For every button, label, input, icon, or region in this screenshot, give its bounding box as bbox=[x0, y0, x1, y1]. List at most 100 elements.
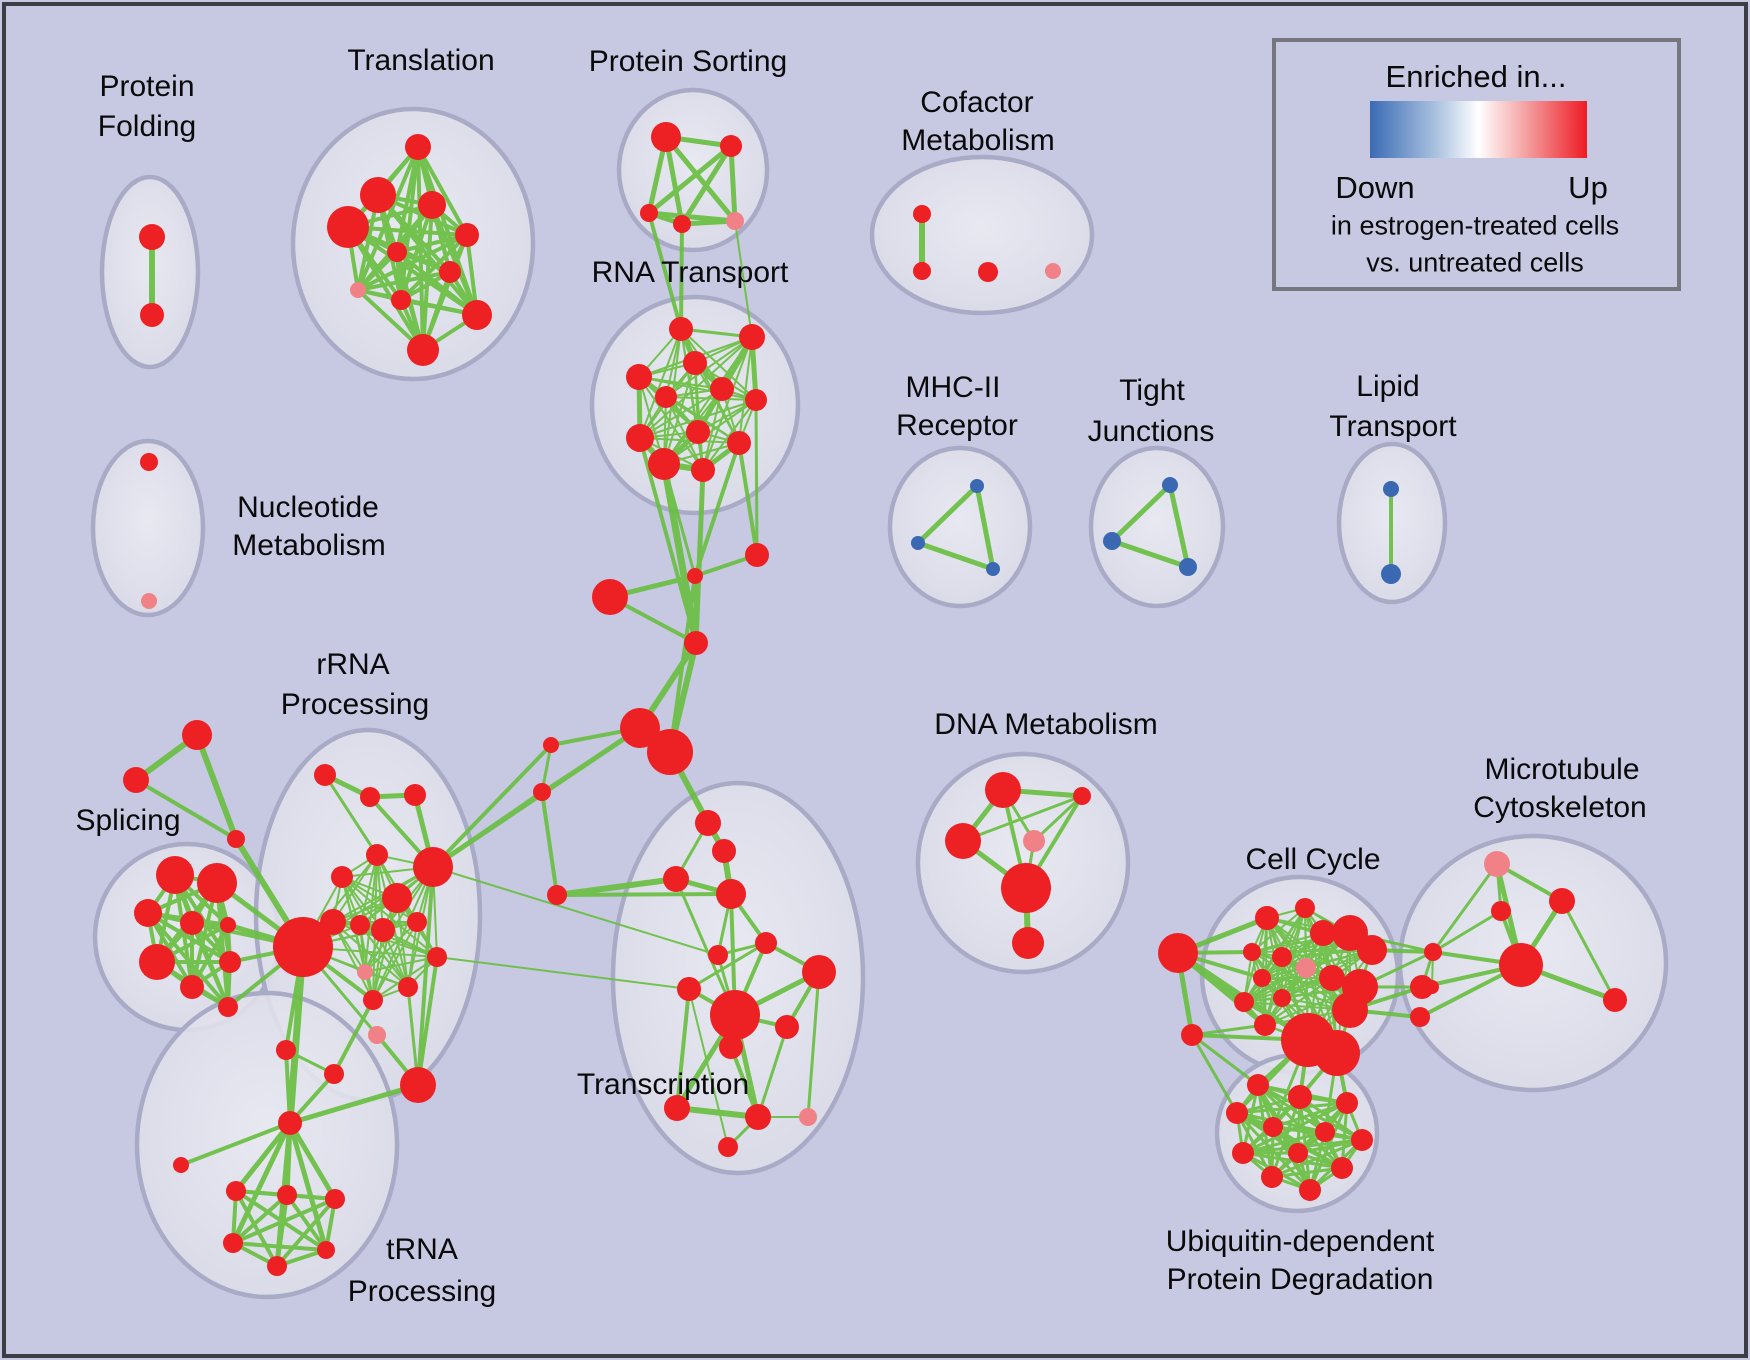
node-b3 bbox=[1336, 1092, 1358, 1114]
cluster-label-lipid-transport-line1: Lipid bbox=[1356, 370, 1419, 403]
edge-k2-k4 bbox=[231, 1193, 289, 1245]
node-c3 bbox=[978, 262, 998, 282]
edge-r1-r9 bbox=[639, 328, 682, 439]
edge-s4-s9 bbox=[190, 921, 230, 1009]
edge-g2-g6 bbox=[1251, 907, 1306, 953]
edge-r4-r7 bbox=[638, 376, 757, 401]
cluster-label-trna-processing-line1: tRNA bbox=[386, 1233, 458, 1266]
legend-subtitle-line1: in estrogen-treated cells bbox=[1330, 210, 1620, 241]
edge-b10-b11 bbox=[1270, 1166, 1344, 1179]
edge-g8-g12 bbox=[1243, 967, 1307, 1003]
edge-tx14-tx7 bbox=[806, 970, 821, 1119]
node-v8 bbox=[533, 783, 551, 801]
edge-g0b-b4 bbox=[1190, 1033, 1239, 1115]
edge-g1-g10 bbox=[1266, 917, 1333, 979]
legend-title: Enriched in... bbox=[1385, 59, 1567, 94]
node-r8 bbox=[686, 420, 710, 444]
edge-t5-t6 bbox=[395, 233, 469, 254]
node-d3 bbox=[945, 823, 981, 859]
edge-v9-tx3 bbox=[554, 876, 679, 898]
cluster-label-microtubule-cytoskeleton-line1: Microtubule bbox=[1484, 753, 1639, 786]
node-g17 bbox=[1314, 1030, 1360, 1076]
node-h2 bbox=[173, 1157, 189, 1173]
edge-h1-k1 bbox=[233, 1120, 293, 1194]
node-s7 bbox=[180, 975, 204, 999]
cluster-label-cofactor-metabolism-line1: Cofactor bbox=[920, 86, 1033, 119]
node-g4 bbox=[1332, 915, 1368, 951]
node-u1 bbox=[1484, 851, 1510, 877]
node-q9 bbox=[350, 915, 370, 935]
node-r12 bbox=[691, 458, 715, 482]
node-x1 bbox=[182, 720, 212, 750]
cluster-label-rrna-processing-line2: Processing bbox=[281, 688, 429, 721]
edge-q15-q17 bbox=[332, 998, 375, 1076]
node-q7 bbox=[382, 883, 412, 913]
node-l2 bbox=[1381, 564, 1401, 584]
node-r2 bbox=[739, 324, 765, 350]
node-k6 bbox=[267, 1256, 287, 1276]
node-r9 bbox=[626, 424, 654, 452]
edge-s3-s8 bbox=[146, 911, 232, 964]
edge-q8-q15 bbox=[332, 921, 374, 1001]
edge-h1-k3 bbox=[287, 1120, 338, 1202]
node-tx11 bbox=[719, 1035, 743, 1059]
node-c4 bbox=[1045, 263, 1061, 279]
cluster-label-mhc-ii-receptor-line2: Receptor bbox=[896, 409, 1018, 442]
edge-p2-p3 bbox=[646, 143, 734, 216]
edge-q11-q15 bbox=[372, 921, 418, 1001]
node-b9 bbox=[1288, 1143, 1308, 1163]
node-q2 bbox=[360, 787, 380, 807]
node-q12 bbox=[357, 964, 373, 980]
node-g5 bbox=[1357, 935, 1387, 965]
edge-g0b-g15 bbox=[1190, 1023, 1267, 1037]
node-t10 bbox=[462, 300, 492, 330]
node-q4 bbox=[366, 844, 388, 866]
node-q17 bbox=[324, 1064, 344, 1084]
cluster-label-protein-folding-line2: Folding bbox=[98, 110, 196, 143]
node-u6 bbox=[1425, 980, 1439, 994]
edge-t1-t5 bbox=[416, 145, 469, 237]
node-k1 bbox=[226, 1181, 246, 1201]
node-t3 bbox=[418, 191, 446, 219]
edge-tx8-tx5 bbox=[687, 941, 768, 991]
node-r11 bbox=[648, 448, 680, 480]
node-q6 bbox=[331, 866, 353, 888]
node-p1 bbox=[651, 122, 681, 152]
edge-r11-v2 bbox=[662, 462, 697, 578]
cluster-label-protein-sorting: Protein Sorting bbox=[589, 45, 787, 78]
edge-v9-tx4 bbox=[555, 892, 733, 897]
cluster-labels: Protein Folding Translation Protein Sorting… bbox=[75, 44, 1646, 1308]
node-s8 bbox=[219, 951, 241, 973]
node-q19 bbox=[400, 1067, 436, 1103]
edge-q6-q11 bbox=[341, 876, 418, 923]
node-r3 bbox=[683, 351, 707, 375]
legend-up-label: Up bbox=[1568, 170, 1608, 205]
node-v9 bbox=[547, 885, 567, 905]
node-u3 bbox=[1491, 901, 1511, 921]
cluster-label-translation: Translation bbox=[347, 44, 494, 77]
legend-gradient-bar bbox=[1370, 101, 1587, 158]
node-t11 bbox=[407, 334, 439, 366]
node-tx5 bbox=[755, 932, 777, 954]
node-d5 bbox=[1001, 863, 1051, 913]
node-x3 bbox=[227, 830, 245, 848]
edge-r4-r12 bbox=[638, 376, 704, 471]
node-b12 bbox=[1299, 1179, 1321, 1201]
node-tx1 bbox=[695, 810, 721, 836]
node-g1 bbox=[1255, 906, 1279, 930]
node-b8 bbox=[1232, 1142, 1254, 1164]
node-s1 bbox=[156, 856, 194, 894]
node-b7 bbox=[1351, 1129, 1373, 1151]
edge-r2-r6 bbox=[665, 336, 753, 398]
edge-q5-q19 bbox=[416, 865, 435, 1087]
node-r10 bbox=[727, 431, 751, 455]
node-r6 bbox=[655, 386, 677, 408]
node-n2 bbox=[141, 593, 157, 609]
node-q10 bbox=[371, 918, 395, 942]
edge-m1-m2 bbox=[915, 483, 980, 546]
edge-v2-v6 bbox=[668, 574, 697, 754]
cluster-label-mhc-ii-receptor-line1: MHC-II bbox=[906, 371, 1001, 404]
node-u4 bbox=[1499, 943, 1543, 987]
node-pf2 bbox=[140, 303, 164, 327]
edge-q13-q19 bbox=[416, 955, 439, 1087]
